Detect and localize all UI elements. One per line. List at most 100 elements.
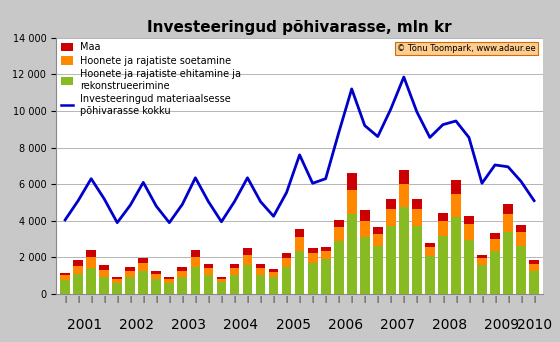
Bar (347, 190, 357, 213)
Bar (113, 277, 122, 279)
Bar (529, 271, 539, 294)
Bar (490, 234, 500, 239)
Bar (347, 173, 357, 190)
Bar (425, 256, 435, 294)
Bar (334, 227, 344, 241)
Bar (295, 229, 305, 237)
Bar (178, 277, 187, 294)
Bar (477, 265, 487, 294)
Bar (438, 213, 448, 221)
Bar (151, 274, 161, 278)
Bar (282, 258, 291, 267)
Bar (438, 221, 448, 236)
Bar (217, 278, 226, 282)
Bar (321, 259, 330, 294)
Bar (490, 251, 500, 294)
Bar (334, 220, 344, 227)
Bar (464, 240, 474, 294)
Bar (373, 234, 382, 246)
Bar (138, 263, 148, 271)
Bar (529, 264, 539, 271)
Bar (386, 226, 396, 294)
Bar (503, 232, 513, 294)
Bar (295, 251, 305, 294)
Bar (242, 255, 253, 265)
Bar (295, 237, 305, 251)
Bar (412, 199, 422, 209)
Bar (178, 267, 187, 271)
Bar (425, 247, 435, 256)
Bar (73, 266, 83, 274)
Bar (151, 278, 161, 294)
Bar (165, 279, 174, 283)
Bar (255, 275, 265, 294)
Bar (73, 260, 83, 266)
Bar (203, 268, 213, 275)
Bar (203, 275, 213, 294)
Bar (373, 246, 382, 294)
Bar (308, 248, 318, 253)
Bar (282, 253, 291, 258)
Bar (529, 260, 539, 264)
Bar (230, 264, 239, 268)
Bar (73, 274, 83, 294)
Bar (165, 283, 174, 294)
Bar (242, 248, 253, 255)
Bar (373, 226, 382, 234)
Bar (425, 243, 435, 247)
Text: © Tõnu Toompark, www.adaur.ee: © Tõnu Toompark, www.adaur.ee (397, 44, 536, 53)
Bar (203, 264, 213, 268)
Bar (125, 271, 135, 277)
Bar (399, 170, 409, 184)
Bar (269, 272, 278, 277)
Bar (386, 199, 396, 209)
Bar (308, 253, 318, 263)
Bar (516, 225, 526, 232)
Bar (99, 265, 109, 270)
Bar (99, 277, 109, 294)
Bar (360, 210, 370, 221)
Bar (321, 247, 330, 251)
Bar (308, 263, 318, 294)
Bar (151, 271, 161, 274)
Bar (242, 265, 253, 294)
Bar (438, 236, 448, 294)
Bar (269, 269, 278, 272)
Bar (60, 275, 70, 280)
Bar (360, 237, 370, 294)
Bar (165, 277, 174, 279)
Bar (269, 277, 278, 294)
Bar (255, 268, 265, 275)
Bar (86, 268, 96, 294)
Bar (178, 271, 187, 277)
Bar (230, 275, 239, 294)
Bar (113, 279, 122, 283)
Bar (190, 257, 200, 267)
Bar (399, 207, 409, 294)
Bar (113, 283, 122, 294)
Bar (360, 221, 370, 237)
Bar (190, 250, 200, 257)
Bar (60, 280, 70, 294)
Bar (86, 250, 96, 258)
Bar (282, 267, 291, 294)
Bar (138, 258, 148, 263)
Title: Investeeringud põhivarasse, mln kr: Investeeringud põhivarasse, mln kr (147, 20, 452, 35)
Bar (125, 267, 135, 271)
Bar (451, 217, 461, 294)
Bar (477, 255, 487, 259)
Bar (347, 213, 357, 294)
Bar (125, 277, 135, 294)
Bar (451, 194, 461, 217)
Bar (516, 232, 526, 246)
Bar (503, 204, 513, 214)
Bar (399, 184, 409, 207)
Bar (99, 270, 109, 277)
Bar (464, 216, 474, 224)
Bar (490, 239, 500, 251)
Bar (412, 226, 422, 294)
Legend: Maa, Hoonete ja rajatiste soetamine, Hoonete ja rajatiste ehitamine ja
rekonstru: Maa, Hoonete ja rajatiste soetamine, Hoo… (59, 41, 243, 118)
Bar (217, 282, 226, 294)
Bar (190, 267, 200, 294)
Bar (255, 264, 265, 268)
